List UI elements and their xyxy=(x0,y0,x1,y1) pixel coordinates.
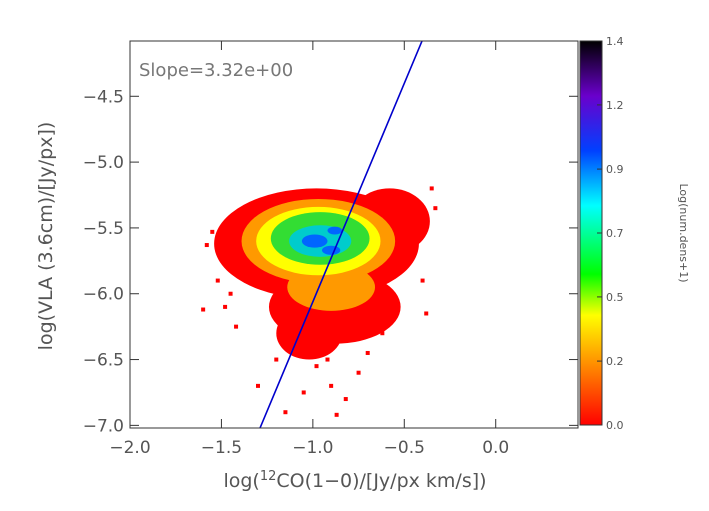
density-blob-level-0-4 xyxy=(276,306,343,360)
scatter-point xyxy=(301,390,306,395)
fit-line-group xyxy=(259,41,423,428)
colorbar-tick-label: 0.9 xyxy=(606,163,624,176)
x-tick-label: 0.0 xyxy=(482,438,509,458)
density-blob-level-5-0 xyxy=(301,234,328,248)
colorbar-tick-label: 0.0 xyxy=(606,419,624,432)
scatter-point xyxy=(274,357,279,362)
scatter-point xyxy=(424,311,429,316)
y-tick-label: −4.5 xyxy=(83,87,124,107)
scatter-point xyxy=(334,412,339,417)
scatter-point xyxy=(234,324,239,329)
y-tick-label: −5.5 xyxy=(83,219,124,239)
x-tick-label: −2.0 xyxy=(109,438,150,458)
density-blob-level-1-1 xyxy=(287,263,376,311)
colorbar-tick-label: 1.2 xyxy=(606,99,624,112)
y-tick-label: −6.0 xyxy=(83,285,124,305)
colorbar-tick-label: 0.7 xyxy=(606,227,624,240)
scatter-point xyxy=(329,383,334,388)
y-tick-label: −5.0 xyxy=(83,153,124,173)
colorbar-title: Log(num.dens+1) xyxy=(677,183,690,282)
scatter-point xyxy=(223,304,228,309)
colorbar-tick-label: 0.5 xyxy=(606,291,624,304)
scatter-point xyxy=(210,229,215,234)
density-blob-level-5-2 xyxy=(327,226,343,235)
scatter-point xyxy=(356,370,361,375)
y-axis-ticks: −7.0 −6.5 −6.0 −5.5 −5.0 −4.5 xyxy=(83,87,578,436)
scatter-point xyxy=(314,364,319,369)
scatter-point xyxy=(204,243,209,248)
x-tick-label: −1.5 xyxy=(201,438,242,458)
scatter-point xyxy=(420,278,425,283)
density-contours xyxy=(214,188,430,360)
scatter-point xyxy=(343,397,348,402)
scatter-point xyxy=(365,350,370,355)
scatter-point xyxy=(325,357,330,362)
scatter-point xyxy=(237,212,242,217)
colorbar-tick-label: 0.2 xyxy=(606,355,624,368)
slope-annotation: Slope=3.32e+00 xyxy=(139,60,293,81)
x-axis-title: log(12CO(1−0)/[Jy/px km/s]) xyxy=(223,469,486,492)
y-tick-label: −6.5 xyxy=(83,351,124,371)
colorbar-ticks: 0.0 0.2 0.5 0.7 0.9 1.2 1.4 xyxy=(597,35,624,432)
scatter-point xyxy=(256,383,260,388)
x-tick-label: −1.0 xyxy=(292,438,333,458)
density-blob-level-5-1 xyxy=(322,245,341,255)
scatter-point xyxy=(228,291,233,296)
y-tick-label: −7.0 xyxy=(83,416,124,436)
x-axis-ticks: −2.0 −1.5 −1.0 −0.5 0.0 xyxy=(109,41,509,458)
colorbar-tick-label: 1.4 xyxy=(606,35,624,48)
scatter-point xyxy=(433,206,438,211)
x-tick-label: −0.5 xyxy=(384,438,425,458)
scatter-point xyxy=(283,410,288,415)
scatter-point xyxy=(380,331,385,336)
y-axis-title: log(VLA (3.6cm)/[Jy/px]) xyxy=(35,122,57,351)
plot-frame xyxy=(129,40,579,429)
scatter-point xyxy=(201,307,206,312)
scatter-point xyxy=(429,186,434,191)
scatter-point xyxy=(292,350,297,355)
scatter-points xyxy=(201,186,438,417)
scatter-point xyxy=(215,278,220,283)
fit-line xyxy=(259,41,423,428)
